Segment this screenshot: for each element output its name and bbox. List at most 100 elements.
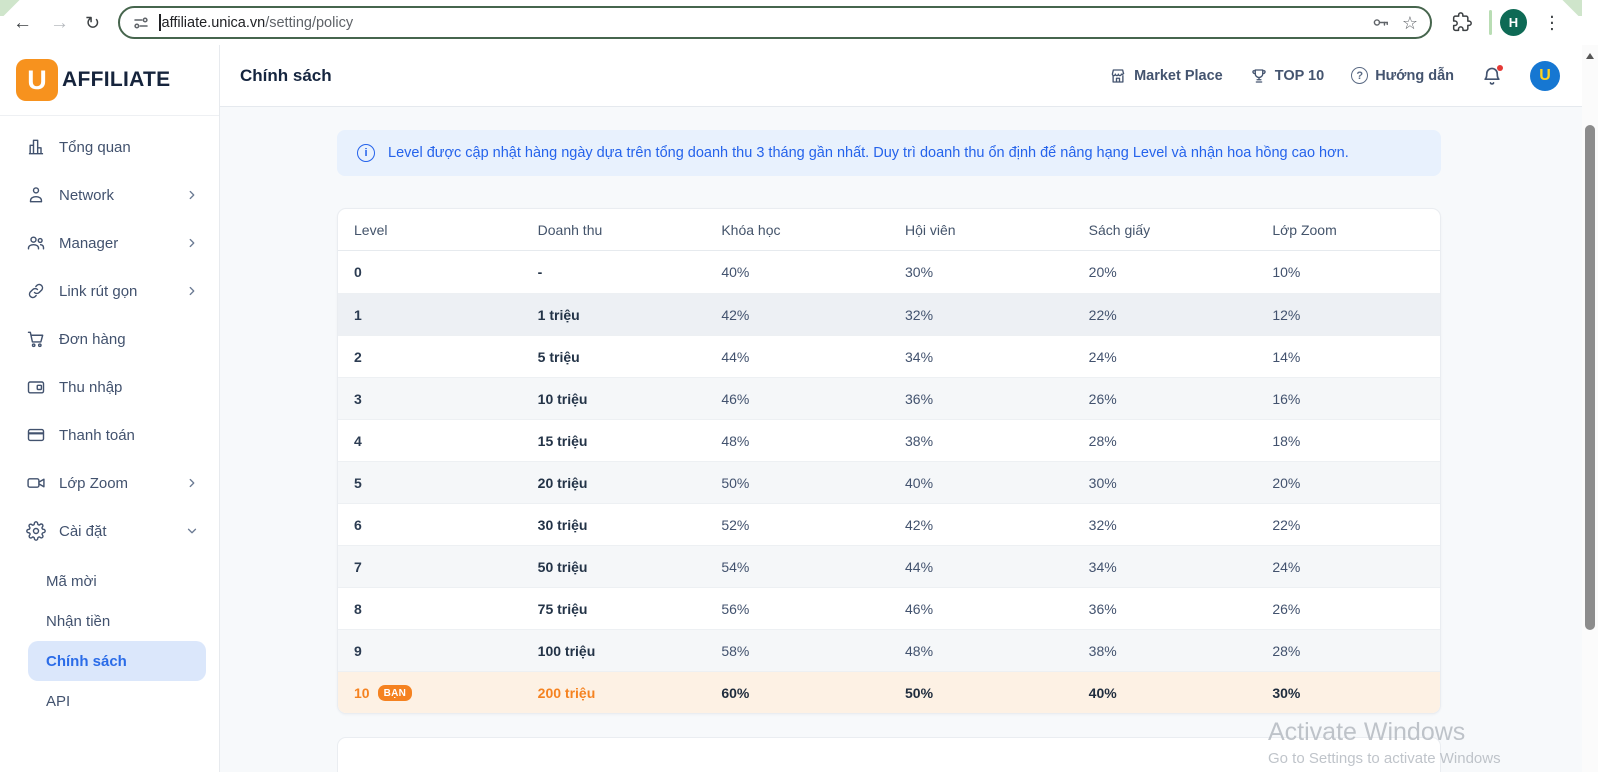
browser-forward-icon[interactable]: →	[50, 12, 69, 33]
col-header-sach-giay: Sách giấy	[1088, 221, 1151, 238]
sidebar-item-lop-zoom[interactable]: Lớp Zoom	[0, 459, 219, 507]
revenue-cell: 75 triệu	[537, 600, 588, 617]
level-cell: 9	[354, 642, 362, 659]
submenu-item-api[interactable]: API	[46, 692, 71, 710]
percent-cell: 42%	[905, 516, 934, 533]
level-cell: 0	[354, 264, 362, 280]
app-logo[interactable]: U AFFILIATE	[0, 45, 219, 116]
table-header-row: Level Doanh thu Khóa học Hội viên Sách g…	[338, 209, 1440, 251]
text-caret	[159, 14, 161, 31]
table-row: 9 100 triệu 58% 48% 38% 28%	[338, 629, 1440, 671]
percent-cell: 50%	[905, 684, 934, 701]
percent-cell: 26%	[1272, 600, 1301, 617]
submenu-item-nhan-tien[interactable]: Nhận tiền	[46, 612, 111, 630]
chevron-right-icon	[189, 478, 195, 488]
percent-cell: 40%	[905, 474, 934, 491]
percent-cell: 16%	[1272, 390, 1301, 407]
chevron-right-icon	[189, 190, 195, 200]
col-header-doanh-thu: Doanh thu	[537, 221, 603, 238]
scrollbar-thumb[interactable]	[1585, 125, 1595, 630]
sidebar-item-manager[interactable]: Manager	[0, 219, 219, 267]
table-row: 3 10 triệu 46% 36% 26% 16%	[338, 377, 1440, 419]
info-banner-text: Level được cập nhật hàng ngày dựa trên t…	[388, 145, 1349, 161]
marketplace-link[interactable]: Market Place	[1109, 67, 1223, 85]
percent-cell: 32%	[1088, 516, 1117, 533]
percent-cell: 34%	[1088, 558, 1117, 575]
sidebar-item-tong-quan[interactable]: Tổng quan	[0, 123, 219, 171]
level-cell: 1	[354, 306, 362, 323]
table-row: 6 30 triệu 52% 42% 32% 22%	[338, 503, 1440, 545]
bookmark-star-icon[interactable]: ☆	[1401, 12, 1418, 33]
table-row: 5 20 triệu 50% 40% 30% 20%	[338, 461, 1440, 503]
submenu-item-ma-moi[interactable]: Mã mời	[46, 572, 97, 590]
percent-cell: 58%	[721, 642, 750, 659]
network-icon	[29, 187, 43, 203]
sidebar-item-cai-dat[interactable]: Cài đặt	[0, 507, 219, 555]
window-corner-right	[1556, 0, 1582, 16]
percent-cell: 22%	[1088, 306, 1117, 323]
sidebar-item-network[interactable]: Network	[0, 171, 219, 219]
col-header-khoa-hoc: Khóa học	[721, 221, 781, 238]
percent-cell: 20%	[1272, 474, 1301, 491]
store-icon	[1111, 68, 1125, 83]
top10-link[interactable]: TOP 10	[1250, 67, 1324, 85]
user-avatar[interactable]: U	[1530, 60, 1560, 91]
people-icon	[27, 236, 45, 250]
notification-dot	[1497, 64, 1503, 71]
window-corner-left	[0, 0, 26, 16]
sidebar: U AFFILIATE Tổng quan Network Manager Li…	[0, 45, 220, 772]
browser-toolbar: ← → ↻ affiliate.unica.vn /setting/policy…	[0, 0, 1598, 45]
level-cell: 6	[354, 516, 362, 533]
percent-cell: 22%	[1272, 516, 1301, 533]
scrollbar-up-arrow[interactable]	[1586, 53, 1594, 59]
site-settings-icon[interactable]	[132, 14, 150, 32]
level-cell: 2	[354, 348, 362, 365]
revenue-cell: 5 triệu	[537, 348, 580, 365]
revenue-cell: 30 triệu	[537, 516, 588, 533]
revenue-cell: 20 triệu	[537, 474, 588, 491]
percent-cell: 24%	[1088, 348, 1117, 365]
notification-bell-icon[interactable]	[1481, 64, 1503, 87]
revenue-cell: -	[537, 264, 543, 280]
sidebar-item-thanh-toan[interactable]: Thanh toán	[0, 411, 219, 459]
percent-cell: 56%	[721, 600, 750, 617]
settings-submenu: Mã mời Nhận tiền Chính sách API	[0, 555, 219, 721]
next-section-card	[337, 737, 1441, 772]
guide-link[interactable]: ? Hướng dẫn	[1351, 67, 1454, 84]
percent-cell: 34%	[905, 348, 934, 365]
percent-cell: 44%	[905, 558, 934, 575]
percent-cell: 40%	[721, 264, 750, 280]
browser-profile-avatar[interactable]: H	[1500, 9, 1527, 36]
revenue-cell: 100 triệu	[537, 642, 596, 659]
extensions-icon[interactable]	[1452, 12, 1472, 32]
trophy-icon	[1252, 68, 1266, 83]
sidebar-item-link-rut-gon[interactable]: Link rút gọn	[0, 267, 219, 315]
sidebar-item-thu-nhap[interactable]: Thu nhập	[0, 363, 219, 411]
credit-card-icon	[27, 428, 45, 442]
percent-cell: 42%	[721, 306, 750, 323]
percent-cell: 32%	[905, 306, 934, 323]
percent-cell: 40%	[1088, 684, 1117, 701]
browser-menu-icon[interactable]: ⋮	[1543, 12, 1561, 32]
level-cell: 3	[354, 390, 362, 407]
video-camera-icon	[27, 478, 45, 488]
level-cell: 5	[354, 474, 362, 491]
browser-back-icon[interactable]: ←	[13, 12, 32, 33]
percent-cell: 10%	[1272, 264, 1301, 280]
logo-text: AFFILIATE	[62, 68, 171, 91]
revenue-cell: 50 triệu	[537, 558, 588, 575]
table-row: 2 5 triệu 44% 34% 24% 14%	[338, 335, 1440, 377]
chevron-down-icon	[187, 528, 197, 534]
address-bar[interactable]: affiliate.unica.vn /setting/policy ☆	[118, 6, 1432, 39]
password-key-icon[interactable]	[1371, 13, 1390, 32]
sidebar-item-don-hang[interactable]: Đơn hàng	[0, 315, 219, 363]
percent-cell: 60%	[721, 684, 750, 701]
table-body: 0 - 40% 30% 20% 10% 1 1 triệu 42% 32% 22% 12% 2 5 tri…	[338, 251, 1440, 713]
browser-reload-icon[interactable]: ↻	[85, 12, 101, 33]
percent-cell: 12%	[1272, 306, 1301, 323]
level-cell: 10 BẠN	[338, 684, 522, 701]
submenu-item-chinh-sach-active[interactable]: Chính sách	[28, 641, 206, 681]
percent-cell: 14%	[1272, 348, 1301, 365]
page-scrollbar[interactable]	[1582, 45, 1598, 772]
